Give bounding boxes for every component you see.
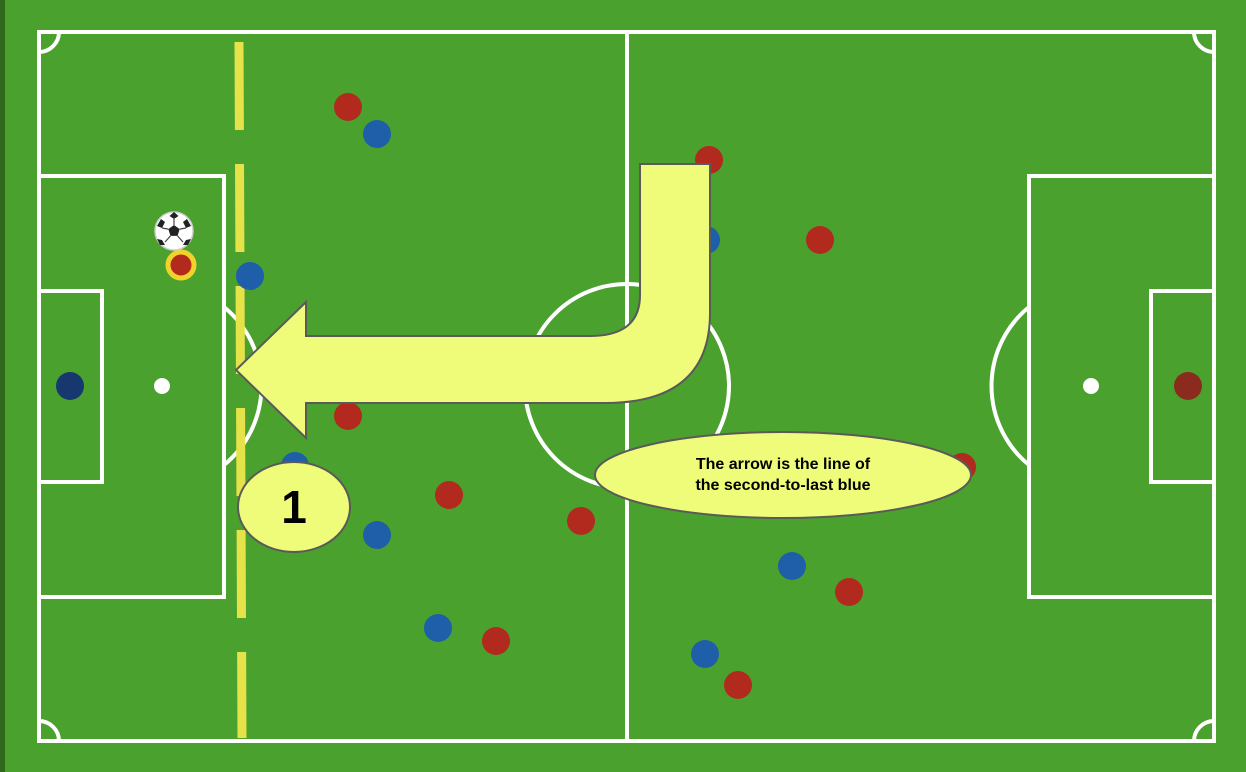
red-player bbox=[482, 627, 510, 655]
red-player bbox=[724, 671, 752, 699]
left-penalty-spot bbox=[154, 378, 170, 394]
left-edge-strip bbox=[0, 0, 5, 772]
red-player bbox=[334, 402, 362, 430]
step-badge bbox=[238, 462, 350, 552]
right-penalty-spot bbox=[1083, 378, 1099, 394]
blue-player bbox=[363, 120, 391, 148]
red-goalkeeper bbox=[1174, 372, 1202, 400]
ball-carrier bbox=[168, 252, 194, 278]
blue-player bbox=[691, 640, 719, 668]
red-player bbox=[435, 481, 463, 509]
blue-goalkeeper bbox=[56, 372, 84, 400]
blue-player bbox=[778, 552, 806, 580]
red-player bbox=[334, 93, 362, 121]
red-player bbox=[806, 226, 834, 254]
blue-player bbox=[363, 521, 391, 549]
blue-player bbox=[236, 262, 264, 290]
callout-bubble bbox=[595, 432, 971, 518]
blue-player bbox=[424, 614, 452, 642]
soccer-ball-icon bbox=[155, 212, 193, 250]
red-player bbox=[835, 578, 863, 606]
red-player bbox=[567, 507, 595, 535]
